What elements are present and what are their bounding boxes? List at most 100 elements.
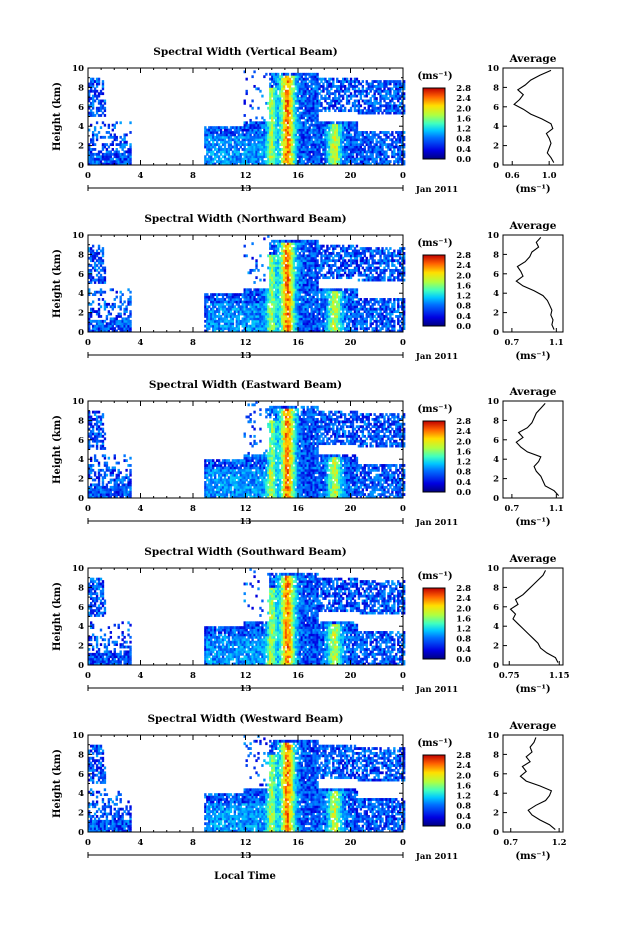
heatmap-cell xyxy=(288,329,292,333)
heatmap-cell xyxy=(306,268,309,272)
heatmap-cell xyxy=(365,92,368,96)
heatmap-cell xyxy=(107,324,111,328)
heatmap-cell xyxy=(275,148,278,151)
heatmap-cell xyxy=(282,162,286,166)
heatmap-cell xyxy=(306,290,309,294)
heatmap-cell xyxy=(296,89,300,93)
heatmap-cell xyxy=(127,315,130,318)
heatmap-cell xyxy=(267,312,270,316)
heatmap-cell xyxy=(275,89,278,93)
heatmap-cell xyxy=(345,80,349,83)
heatmap-cell xyxy=(99,273,103,277)
heatmap-cell xyxy=(284,285,288,289)
heatmap-cell xyxy=(294,300,298,304)
heatmap-cell xyxy=(101,329,105,333)
heatmap-cell xyxy=(302,295,305,299)
heatmap-cell xyxy=(316,329,319,333)
heatmap-cell xyxy=(261,116,264,120)
heatmap-cell xyxy=(304,114,307,117)
heatmap-cell xyxy=(298,247,302,250)
heatmap-cell xyxy=(235,324,239,328)
heatmap-cell xyxy=(277,288,280,292)
heatmap-cell xyxy=(221,302,225,306)
heatmap-cell xyxy=(88,319,91,323)
heatmap-cell xyxy=(111,324,114,328)
heatmap-cell xyxy=(243,327,246,330)
heatmap-cell xyxy=(300,104,303,108)
heatmap-cell xyxy=(314,324,317,328)
heatmap-cell xyxy=(101,261,105,265)
heatmap-cell xyxy=(259,290,262,294)
heatmap-cell xyxy=(277,75,280,79)
heatmap-cell xyxy=(223,317,227,321)
heatmap-cell xyxy=(277,80,280,83)
heatmap-cell xyxy=(245,305,248,309)
heatmap-cell xyxy=(243,157,246,161)
heatmap-cell xyxy=(243,128,246,132)
heatmap-cell xyxy=(229,305,233,309)
heatmap-cell xyxy=(318,268,321,272)
heatmap-cell xyxy=(340,300,343,304)
heatmap-cell xyxy=(332,104,335,108)
heatmap-cell xyxy=(278,273,282,277)
heatmap-cell xyxy=(345,254,349,258)
heatmap-cell xyxy=(219,293,223,297)
heatmap-cell xyxy=(103,276,107,280)
heatmap-cell xyxy=(302,317,305,321)
heatmap-cell xyxy=(247,152,250,156)
heatmap-cell xyxy=(237,133,240,137)
heatmap-cell xyxy=(353,123,357,127)
heatmap-cell xyxy=(300,288,303,292)
heatmap-cell xyxy=(210,315,213,318)
heatmap-cell xyxy=(320,97,323,100)
heatmap-cell xyxy=(284,82,288,86)
heatmap-cell xyxy=(273,281,276,284)
heatmap-cell xyxy=(332,288,335,292)
heatmap-cell xyxy=(219,307,223,311)
heatmap-cell xyxy=(312,249,315,253)
heatmap-cell xyxy=(247,293,250,297)
heatmap-cell xyxy=(111,317,114,321)
heatmap-cell xyxy=(269,271,272,275)
heatmap-cell xyxy=(334,244,337,248)
heatmap-cell xyxy=(383,150,386,154)
heatmap-cell xyxy=(223,293,227,297)
heatmap-cell xyxy=(288,315,292,318)
heatmap-cell xyxy=(292,114,296,117)
heatmap-cell xyxy=(99,150,103,154)
heatmap-cell xyxy=(217,133,221,137)
heatmap-cell xyxy=(355,148,359,151)
heatmap-cell xyxy=(298,329,302,333)
heatmap-cell xyxy=(338,305,341,309)
heatmap-cell xyxy=(215,300,219,304)
heatmap-cell xyxy=(233,145,237,149)
heatmap-cell xyxy=(340,89,343,93)
heatmap-cell xyxy=(363,101,366,105)
heatmap-cell xyxy=(304,276,307,280)
heatmap-cell xyxy=(212,329,215,333)
heatmap-cell xyxy=(298,266,302,270)
heatmap-cell xyxy=(312,327,315,330)
heatmap-cell xyxy=(288,319,292,323)
heatmap-cell xyxy=(117,155,120,159)
heatmap-cell xyxy=(318,150,321,154)
heatmap-cell xyxy=(397,106,400,110)
heatmap-cell xyxy=(263,140,266,144)
heatmap-cell xyxy=(282,148,286,151)
heatmap-cell xyxy=(277,106,280,110)
heatmap-cell xyxy=(332,126,335,130)
heatmap-cell xyxy=(271,276,274,280)
heatmap-cell xyxy=(265,148,268,151)
heatmap-cell xyxy=(284,101,288,105)
heatmap-cell xyxy=(286,319,290,323)
heatmap-cell xyxy=(97,131,101,134)
heatmap-cell xyxy=(345,143,349,146)
heatmap-cell xyxy=(332,148,335,151)
heatmap-cell xyxy=(322,329,325,333)
heatmap-cell xyxy=(129,298,132,301)
heatmap-cell xyxy=(247,295,250,299)
heatmap-cell xyxy=(210,293,213,297)
heatmap-cell xyxy=(237,327,240,330)
heatmap-cell xyxy=(280,239,284,243)
heatmap-cell xyxy=(280,114,284,117)
